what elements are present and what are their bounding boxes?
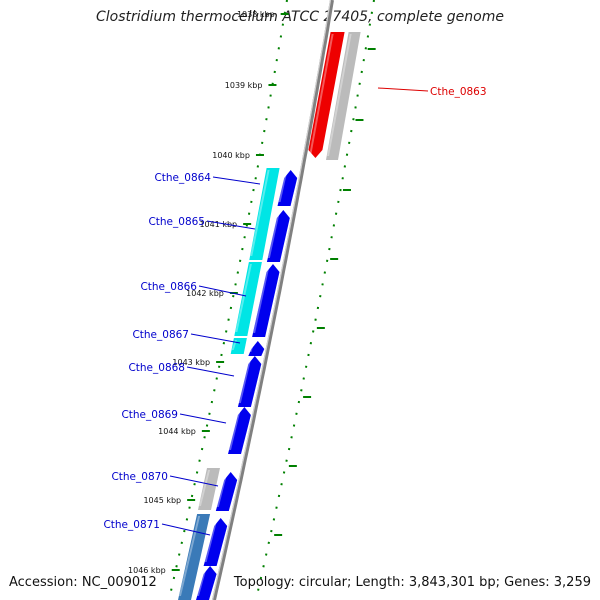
gene-cthe-0869-highlight [229,409,241,450]
label-leader-line [198,285,247,297]
label-leader-line [212,176,261,185]
gene-cthe-0870[interactable] [215,472,238,511]
backbone-axis-highlight [211,0,332,600]
gene-label[interactable]: Cthe_0870 [111,471,168,483]
gene-cthe-0865-highlight [267,212,280,258]
gene-cthe-0866[interactable] [252,264,280,337]
gene-next[interactable] [196,566,217,600]
kbp-tick-label: 1045 kbp [143,496,181,505]
gene-next-highlight [196,568,207,596]
kbp-tick-label: 1041 kbp [199,220,237,229]
gene-cthe-0863-feature-highlight [327,34,352,156]
cds-cthe-0870-highlight [198,470,211,506]
gene-label[interactable]: Cthe_0865 [148,216,205,228]
backbone-axis [212,0,334,600]
kbp-tick-label: 1046 kbp [128,566,166,575]
kbp-tick-label: 1043 kbp [172,358,210,367]
accession-label: Accession: NC_009012 [9,575,157,590]
cds-cthe-0870[interactable] [198,468,220,510]
kbp-tick-label: 1038 kbp [237,10,275,19]
gene-label[interactable]: Cthe_0864 [154,172,211,184]
gene-cthe-0863[interactable] [308,32,345,158]
gene-cthe-0864-highlight [278,172,288,202]
gene-cthe-0863-feature[interactable] [326,32,361,160]
gene-cthe-0868-highlight [238,358,252,403]
map-title: Clostridium thermocellum ATCC 27405, com… [96,9,504,25]
label-leader-line [169,475,219,487]
gene-cthe-0870-highlight [216,474,228,507]
cds-cthe-0864-0865-highlight [250,170,270,256]
gene-cthe-0863-highlight [309,34,334,154]
cds-cthe-0866[interactable] [234,262,262,336]
gene-cthe-0866-highlight [253,266,270,333]
gene-cthe-0868[interactable] [237,356,262,407]
gene-cthe-0867[interactable] [248,341,265,356]
gene-label[interactable]: Cthe_0867 [132,329,189,341]
gene-cthe-0867-highlight [249,343,255,352]
label-leader-line [186,366,235,377]
label-leader-line [190,333,241,344]
cds-cthe-0866-highlight [235,264,252,332]
gene-cthe-0871[interactable] [203,518,228,566]
kbp-tick-label: 1039 kbp [225,81,263,90]
kbp-tick-label: 1044 kbp [158,427,196,436]
gene-cthe-0871-highlight [204,520,218,562]
label-leader-line [377,87,429,92]
label-leader-line [161,523,211,536]
label-leader-line [206,220,256,230]
kbp-tick-label: 1042 kbp [186,289,224,298]
topology-label: Topology: circular; Length: 3,843,301 bp… [233,575,591,590]
cds-cthe-0871-highlight [178,516,201,596]
kbp-tick-label: 1040 kbp [212,151,250,160]
gene-label[interactable]: Cthe_0871 [103,519,160,531]
cds-cthe-0871[interactable] [178,514,211,600]
gene-cthe-0864[interactable] [277,170,298,206]
gene-label[interactable]: Cthe_0868 [128,362,185,374]
gene-cthe-0865[interactable] [266,210,290,262]
gene-cthe-0869[interactable] [228,407,251,454]
cds-cthe-0864-0865[interactable] [249,168,280,260]
gene-label[interactable]: Cthe_0863 [430,86,487,98]
gene-label[interactable]: Cthe_0866 [140,281,197,293]
label-leader-line [179,413,227,424]
gene-label[interactable]: Cthe_0869 [121,409,178,421]
